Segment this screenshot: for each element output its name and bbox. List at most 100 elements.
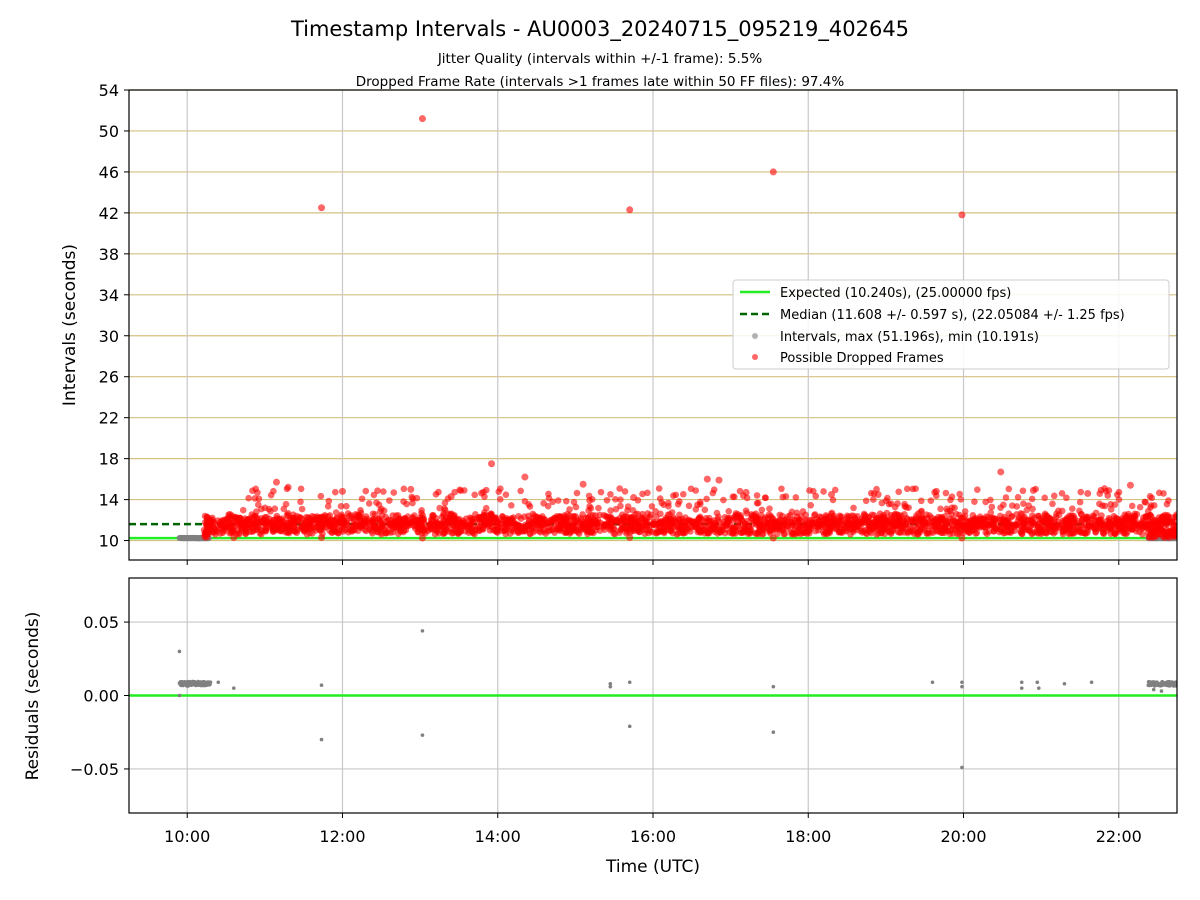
dropped-frame-point [220,526,228,533]
top-y-tick-label: 18 [99,450,119,469]
residual-point [1159,689,1164,693]
dropped-frame-outlier [230,533,238,541]
dropped-frame-point [933,516,940,523]
dropped-frame-outlier [769,168,777,176]
dropped-frame-point [408,493,416,501]
dropped-frame-point [912,485,919,492]
x-tick-label: 12:00 [319,827,365,846]
dropped-frame-point [1026,525,1033,533]
dropped-frame-point [297,485,305,493]
dropped-frame-point [699,517,707,524]
top-y-tick-label: 50 [99,122,119,141]
dropped-frame-point [837,529,845,536]
dropped-frame-point [1041,512,1049,519]
dropped-frame-point [710,486,718,494]
dropped-frame-point [468,515,475,522]
dropped-frame-point [1147,502,1155,509]
dropped-frame-point [867,489,875,497]
dropped-frame-point [441,499,449,507]
dropped-frame-point [1058,507,1066,515]
dropped-frame-point [518,522,526,530]
dropped-frame-point [350,516,357,524]
dropped-frame-point [296,513,303,521]
dropped-frame-point [504,525,511,532]
dropped-frame-point [720,496,727,504]
x-tick-label: 14:00 [475,827,521,846]
dropped-frame-point [837,513,845,520]
dropped-frame-point [1029,505,1036,513]
dropped-frame-point [414,528,422,536]
dropped-frame-point [982,498,989,506]
residual-point [1019,686,1024,690]
dropped-frame-point [790,527,798,534]
dropped-frame-outlier [284,483,292,491]
dropped-frame-point [1078,517,1086,524]
dropped-frame-point [937,505,944,513]
bottom-plot-frame [128,577,1178,814]
dropped-frame-point [442,526,449,533]
dropped-frame-outlier [1029,486,1037,494]
dropped-frame-point [847,530,854,538]
dropped-frame-point [619,523,626,531]
dropped-frame-point [399,518,406,525]
dropped-frame-point [616,485,623,492]
dropped-frame-point [957,496,965,503]
residual-point [319,737,324,742]
dropped-frame-point [752,521,760,528]
dropped-frame-point [692,506,700,513]
dropped-frame-point [834,518,842,525]
dropped-frame-point [807,501,815,509]
dropped-frame-point [903,504,910,511]
dropped-frame-point [387,529,394,536]
dropped-frame-point [752,530,760,538]
dropped-frame-outlier [742,488,750,496]
dropped-frame-point [850,512,858,520]
dropped-frame-point [308,517,315,524]
dropped-frame-point [393,517,401,525]
dropped-frame-point [590,524,597,531]
dropped-frame-point [317,492,325,500]
dropped-frame-point [736,519,744,527]
dropped-frame-point [941,529,948,537]
dropped-frame-point [612,505,620,513]
dropped-frame-point [1113,515,1121,523]
dropped-frame-point [1133,511,1141,518]
dropped-frame-point [1002,494,1010,501]
dropped-frame-point [817,513,825,521]
dropped-frame-point [277,520,285,528]
dropped-frame-point [595,504,602,512]
dropped-frame-point [216,530,224,537]
dropped-frame-point [549,516,557,523]
chart-subtitle-dropped: Dropped Frame Rate (intervals >1 frames … [356,74,845,90]
dropped-frame-point [467,520,474,528]
dropped-frame-point [887,500,895,507]
residual-point [1037,686,1041,690]
dropped-frame-point [371,516,379,523]
dropped-frame-point [427,523,434,530]
dropped-frame-point [316,526,324,534]
residual-point [960,684,964,689]
dropped-frame-point [1162,516,1169,524]
top-y-tick-label: 46 [99,163,119,182]
dropped-frame-point [992,517,999,524]
dropped-frame-point [850,522,858,530]
dropped-frame-point [362,513,370,520]
dropped-frame-point [793,513,801,520]
dropped-frame-point [249,522,257,529]
dropped-frame-point [698,527,706,535]
dropped-frame-point [812,527,819,535]
dropped-frame-point [1023,506,1031,514]
dropped-frame-point [1036,526,1044,534]
dropped-frame-point [767,512,775,520]
dropped-frame-point [878,499,886,507]
dropped-frame-point [799,508,807,515]
dropped-frame-point [303,513,310,521]
dropped-frame-point [1106,518,1113,526]
legend-expected-label: Expected (10.240s), (25.00000 fps) [780,286,1011,301]
dropped-frame-point [211,529,218,536]
dropped-frame-point [1015,514,1023,522]
dropped-frame-outlier [418,534,426,542]
dropped-frame-point [349,527,357,534]
dropped-frame-point [320,514,328,522]
dropped-frame-point [691,523,699,531]
